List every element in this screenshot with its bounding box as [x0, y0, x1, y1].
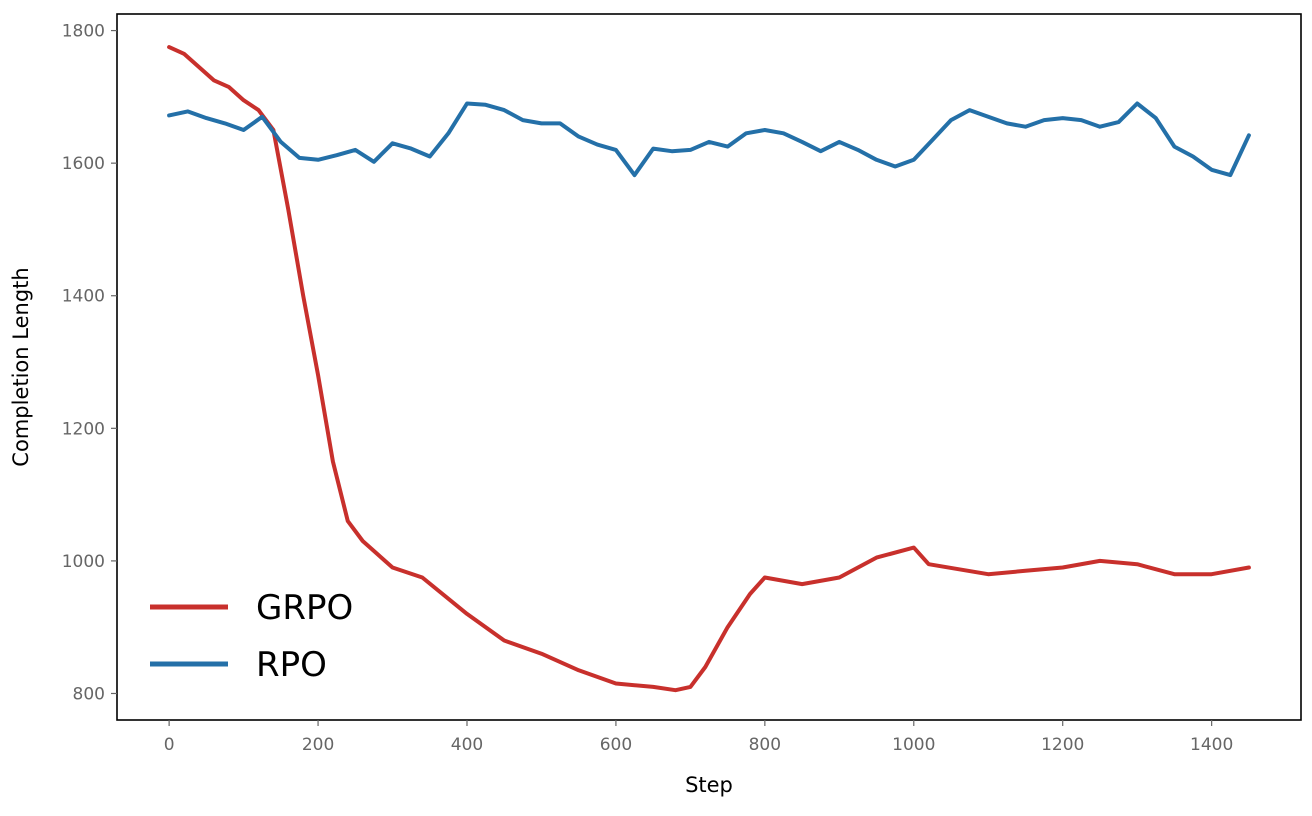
y-tick-label: 1400 — [62, 287, 105, 307]
x-axis-ticks: 0 200 400 600 800 1000 1200 1400 — [164, 720, 1233, 755]
y-tick-label: 1000 — [62, 552, 105, 572]
x-tick-label: 0 — [164, 735, 175, 755]
x-tick-label: 800 — [749, 735, 781, 755]
legend-label-grpo: GRPO — [256, 588, 353, 628]
series-lines — [167, 45, 1251, 693]
legend: GRPO RPO — [150, 588, 353, 685]
y-axis-ticks: 800 1000 1200 1400 1600 1800 — [62, 22, 117, 704]
y-axis-label: Completion Length — [9, 267, 33, 466]
x-tick-label: 400 — [451, 735, 483, 755]
series-line-rpo — [167, 101, 1251, 178]
x-tick-label: 1000 — [892, 735, 935, 755]
y-tick-label: 1600 — [62, 154, 105, 174]
y-tick-label: 800 — [73, 684, 105, 704]
plot-frame — [116, 13, 1302, 721]
y-tick-label: 1800 — [62, 22, 105, 42]
y-tick-label: 1200 — [62, 419, 105, 439]
x-tick-label: 200 — [302, 735, 334, 755]
x-tick-label: 600 — [600, 735, 632, 755]
x-tick-label: 1200 — [1041, 735, 1084, 755]
legend-label-rpo: RPO — [256, 645, 327, 685]
x-axis-label: Step — [685, 773, 733, 797]
x-tick-label: 1400 — [1190, 735, 1233, 755]
